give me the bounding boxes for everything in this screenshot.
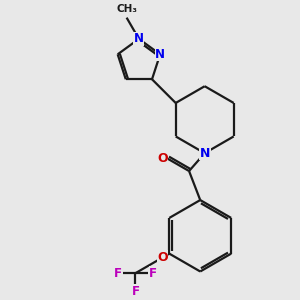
Text: N: N [200, 147, 210, 160]
Text: N: N [155, 48, 165, 61]
Text: N: N [134, 32, 144, 45]
Text: F: F [114, 267, 122, 280]
Text: F: F [131, 284, 140, 298]
Text: CH₃: CH₃ [116, 4, 137, 14]
Text: F: F [149, 267, 157, 280]
Text: O: O [157, 152, 167, 165]
Text: O: O [157, 251, 168, 264]
